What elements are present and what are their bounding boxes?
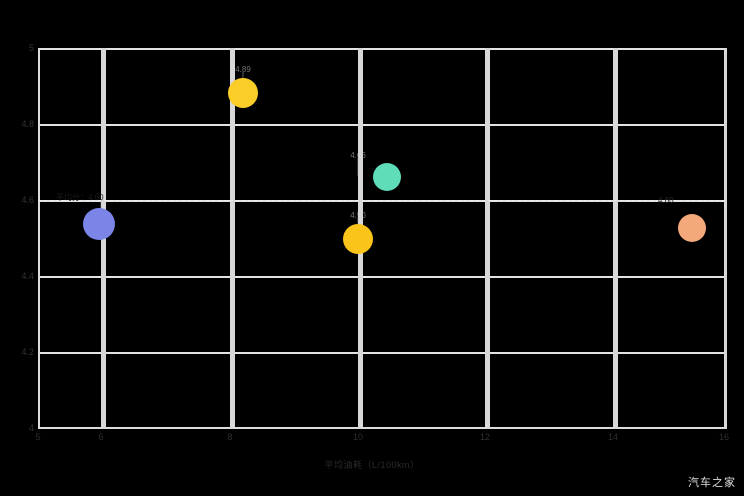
watermark-autohome: 汽车之家 (688, 477, 736, 489)
point-3-leader (100, 200, 102, 214)
point-1-bubble[interactable] (228, 78, 258, 108)
point-4-bubble[interactable] (343, 224, 373, 254)
gridline-x-12 (485, 48, 490, 428)
average-line-label-left: 平均分：4.60 (56, 193, 104, 202)
gridline-y-4-6 (38, 200, 727, 202)
x-tick-10: 10 (352, 432, 363, 442)
average-line-label-right: 4.60 (658, 196, 674, 205)
x-tick-14: 14 (607, 432, 618, 442)
x-tick-6: 6 (98, 432, 104, 442)
y-tick-4-6: 4.6 (21, 195, 34, 205)
y-tick-5: 5 (28, 43, 34, 53)
y-tick-4: 4 (28, 423, 34, 433)
gridline-x-16 (724, 48, 727, 428)
point-2-bubble[interactable] (373, 163, 401, 191)
axis-line-y (38, 48, 40, 428)
point-5-bubble[interactable] (678, 214, 706, 242)
x-tick-16: 16 (718, 432, 729, 442)
x-tick-12: 12 (479, 432, 490, 442)
plot-area: 平均分：4.60 4.60 4.89 4.66 4.54 4.50 (38, 48, 727, 429)
x-tick-5: 5 (35, 432, 41, 442)
gridline-y-4-2 (38, 352, 727, 354)
y-tick-4-8: 4.8 (21, 119, 34, 129)
y-tick-4-2: 4.2 (21, 347, 34, 357)
point-1-label: 4.89 (235, 65, 251, 74)
gridline-y-4-8 (38, 124, 727, 126)
gridline-x-8 (230, 48, 235, 428)
x-axis-title: 平均油耗（L/100km） (324, 460, 420, 470)
gridline-y-5 (38, 48, 727, 50)
point-2-leader (357, 158, 359, 176)
point-4-label: 4.50 (350, 211, 366, 220)
axis-line-x (38, 427, 727, 429)
x-tick-8: 8 (227, 432, 233, 442)
y-tick-4-4: 4.4 (21, 271, 34, 281)
point-2-label: 4.66 (350, 151, 366, 160)
gridline-x-14 (613, 48, 618, 428)
average-reference-line (38, 200, 727, 201)
gridline-y-4-4 (38, 276, 727, 278)
point-3-bubble[interactable] (83, 208, 115, 240)
